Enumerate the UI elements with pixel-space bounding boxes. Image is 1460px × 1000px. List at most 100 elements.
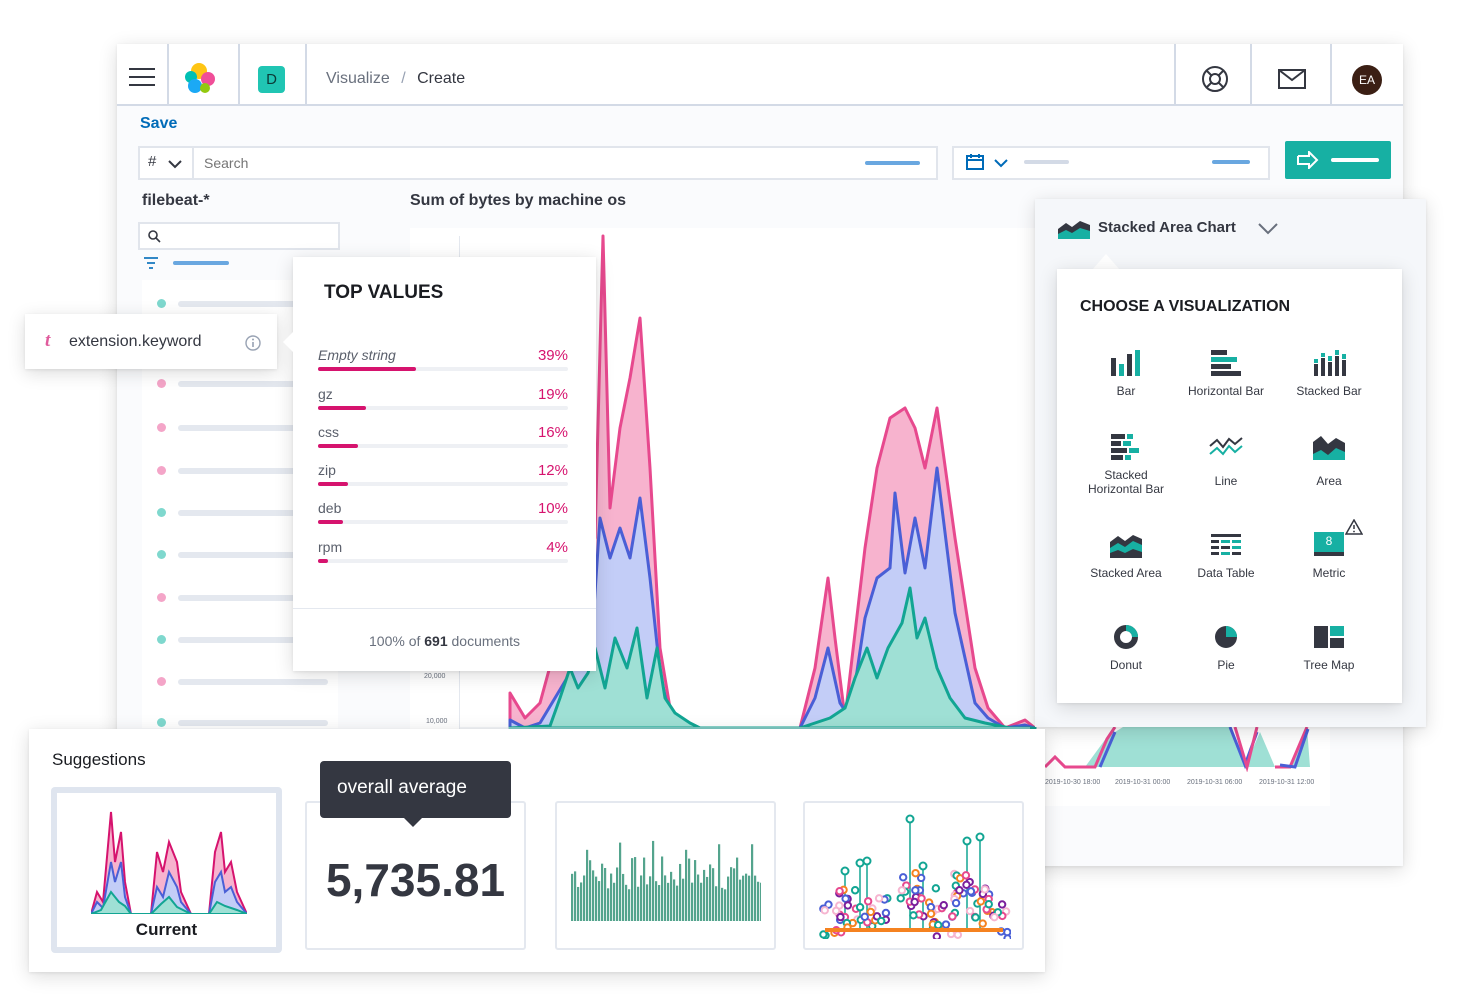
tree-map-icon: [1314, 626, 1344, 648]
thumbnail-bar: [613, 882, 616, 921]
line-chart-icon: [1209, 437, 1243, 456]
thumbnail-point: [997, 900, 1007, 909]
thumbnail-bar: [634, 857, 637, 921]
info-icon[interactable]: [245, 335, 261, 351]
thumbnail-bar: [658, 885, 661, 921]
mail-icon[interactable]: [1278, 69, 1306, 89]
thumbnail-point: [951, 898, 961, 908]
top-values-footer: 100% of 691 documents: [369, 633, 520, 649]
menu-icon[interactable]: [129, 68, 155, 86]
suggestions-title: Suggestions: [52, 750, 146, 769]
viz-option-metric[interactable]: 8 Metric: [1312, 532, 1346, 580]
top-value-bar: [318, 406, 366, 410]
thumbnail-point: [866, 907, 875, 917]
thumbnail-point: [918, 861, 928, 871]
thumbnail-bar: [742, 875, 745, 921]
arrow-right-icon: [1297, 151, 1319, 169]
thumbnail-point: [984, 900, 993, 909]
viz-option-stacked-horizontal-bar[interactable]: Stacked Horizontal Bar: [1076, 434, 1176, 496]
thumbnail-point: [971, 913, 980, 922]
field-tooltip[interactable]: t extension.keyword: [25, 314, 277, 369]
thumbnail-bar: [694, 860, 697, 921]
help-icon[interactable]: [1201, 65, 1229, 93]
overall-average-tooltip: overall average: [320, 761, 511, 818]
metric-value: 5,735.81: [325, 854, 506, 906]
suggestion-scatter-chart[interactable]: [803, 801, 1024, 950]
viz-option-line[interactable]: Line: [1176, 434, 1276, 488]
stacked-area-icon: [1110, 535, 1142, 558]
elastic-logo[interactable]: [183, 62, 217, 96]
thumbnail-bar: [688, 858, 691, 921]
thumbnail-point: [917, 894, 926, 903]
thumbnail-bar: [718, 844, 721, 921]
thumbnail-point: [831, 906, 841, 916]
thumbnail-bar: [664, 875, 667, 921]
thumbnail-bar: [616, 867, 619, 921]
thumbnail-bar: [598, 881, 601, 921]
thumbnail-point: [976, 897, 986, 906]
thumbnail-point: [855, 858, 865, 868]
top-value-bar: [318, 444, 358, 448]
viz-option-pie[interactable]: Pie: [1176, 624, 1276, 672]
current-chart-thumbnail: [91, 811, 247, 914]
save-button[interactable]: Save: [140, 115, 178, 132]
thumbnail-baseline: [825, 928, 1003, 932]
thumbnail-point: [840, 866, 850, 876]
metric-icon: 8: [1314, 532, 1344, 556]
thumbnail-bar: [652, 840, 655, 921]
chevron-down-icon[interactable]: [1258, 223, 1278, 235]
breadcrumb-visualize[interactable]: Visualize: [326, 70, 390, 87]
thumbnail-bar: [571, 873, 574, 921]
thumbnail-bar: [577, 886, 580, 921]
x-tick-label: 2019-10-30 18:00: [1045, 779, 1101, 786]
index-pattern-title[interactable]: filebeat-*: [142, 192, 210, 209]
thumbnail-bar: [631, 858, 634, 921]
thumbnail-point: [819, 930, 828, 939]
viz-option-bar[interactable]: Bar: [1076, 350, 1176, 398]
viz-option-donut[interactable]: Donut: [1076, 624, 1176, 672]
thumbnail-bar: [676, 885, 679, 921]
thumbnail-bar: [712, 868, 715, 921]
thumbnail-bar: [727, 876, 730, 921]
thumbnail-point: [990, 912, 999, 922]
top-values-title: TOP VALUES: [324, 282, 444, 303]
thumbnail-point: [905, 814, 915, 824]
thumbnail-bar: [640, 875, 643, 921]
thumbnail-point: [824, 900, 833, 909]
avatar[interactable]: EA: [1352, 65, 1382, 95]
viz-type-select[interactable]: Stacked Area Chart: [1098, 219, 1236, 236]
suggestion-current[interactable]: Current: [51, 787, 282, 953]
date-picker[interactable]: [952, 146, 1270, 180]
thumbnail-bar: [721, 887, 724, 921]
thumbnail-point: [897, 886, 907, 895]
viz-option-tree-map[interactable]: Tree Map: [1279, 624, 1379, 672]
viz-option-stacked-bar[interactable]: Stacked Bar: [1279, 350, 1379, 398]
search-icon: [148, 230, 161, 243]
field-search-input[interactable]: [138, 222, 340, 250]
viz-option-area[interactable]: Area: [1279, 434, 1379, 488]
filter-icon[interactable]: [143, 257, 159, 269]
viz-option-stacked-area[interactable]: Stacked Area: [1076, 532, 1176, 580]
thumbnail-point: [961, 871, 971, 880]
x-tick-label: 2019-10-31 00:00: [1115, 779, 1171, 786]
top-value-percent: 16%: [537, 424, 568, 441]
area-chart-icon: [1313, 436, 1345, 460]
thumbnail-bar: [697, 874, 700, 921]
suggestion-bar-chart[interactable]: [555, 801, 776, 950]
update-button[interactable]: [1285, 141, 1391, 179]
thumbnail-point: [965, 906, 975, 916]
viz-option-data-table[interactable]: Data Table: [1176, 532, 1276, 580]
space-badge[interactable]: D: [258, 66, 285, 93]
thumbnail-bar: [691, 882, 694, 921]
query-language-button[interactable]: #: [140, 148, 194, 178]
thumbnail-bar: [706, 876, 709, 921]
search-input[interactable]: [202, 152, 766, 174]
thumbnail-point: [860, 912, 869, 922]
thumbnail-point: [1003, 934, 1011, 939]
thumbnail-point: [953, 930, 963, 939]
viz-option-horizontal-bar[interactable]: Horizontal Bar: [1176, 350, 1276, 398]
top-value-percent: 39%: [537, 347, 568, 364]
thumbnail-bar: [670, 871, 673, 921]
thumbnail-point: [966, 887, 976, 896]
thumbnail-point: [841, 894, 850, 903]
